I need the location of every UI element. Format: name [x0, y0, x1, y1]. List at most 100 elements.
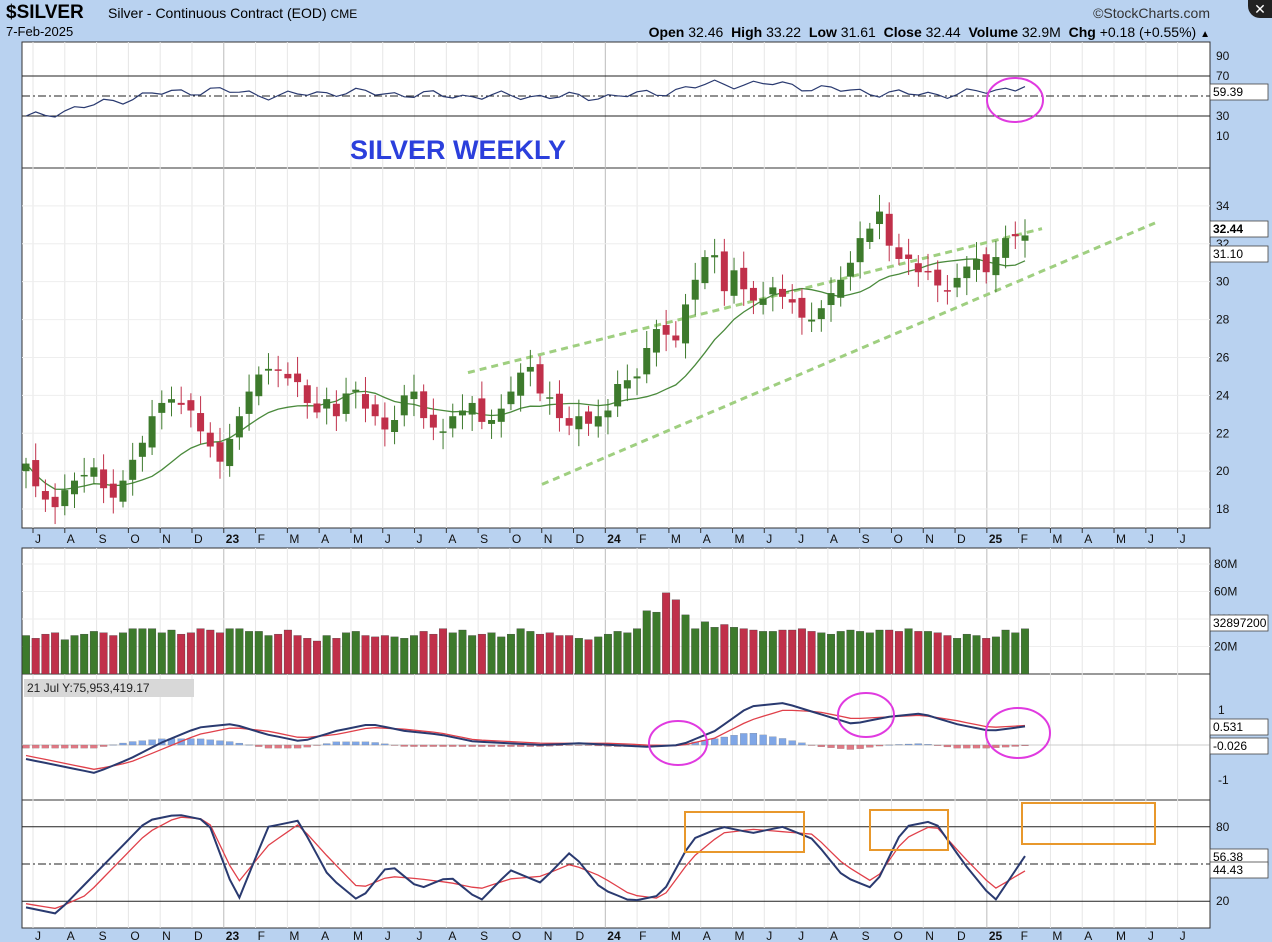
stoch-highlight-box [1021, 802, 1156, 845]
candle-body [497, 408, 505, 422]
x-tick-label: A [448, 532, 456, 546]
macd-histogram-bar [235, 742, 243, 746]
candle-body [672, 335, 680, 341]
price-tick-label: 22 [1216, 426, 1230, 440]
x-tick-label: 24 [607, 532, 621, 546]
exchange-text: CME [330, 7, 358, 21]
volume-bar [313, 640, 321, 675]
x-tick-label: F [639, 929, 646, 942]
x-tick-label: M [671, 532, 681, 546]
volume-bar [41, 633, 50, 675]
candle-body [197, 413, 205, 432]
x-tick-label: S [480, 929, 488, 942]
volume-bar [613, 631, 622, 675]
price-tick-label: 28 [1216, 313, 1230, 327]
x-tick-label: A [830, 929, 838, 942]
macd-histogram-bar [905, 743, 913, 746]
volume-bar [487, 632, 496, 675]
volume-bar [206, 629, 215, 675]
open-label: Open [648, 24, 685, 40]
ohlc-readout: Open 32.46 High 33.22 Low 31.61 Close 32… [649, 24, 1210, 40]
macd-histogram-bar [507, 744, 515, 747]
macd-histogram-bar [1021, 744, 1029, 746]
macd-histogram-bar [837, 744, 845, 749]
x-tick-label: N [544, 929, 553, 942]
candle-body [594, 416, 602, 427]
macd-histogram-bar [778, 738, 787, 746]
volume-bar [603, 633, 612, 675]
volume-bar [991, 636, 1000, 675]
macd-histogram-bar [439, 744, 447, 747]
rsi-value-tag-box [1209, 83, 1269, 101]
x-tick-label: J [798, 929, 804, 942]
stoch-k-tag: 56.38 [1213, 850, 1243, 864]
candle-body [992, 257, 1000, 276]
volume-bar [390, 636, 399, 675]
macd-histogram-bar [332, 741, 340, 746]
volume-bar [371, 636, 380, 675]
candle-body [420, 391, 428, 419]
x-tick-label: J [1148, 532, 1154, 546]
chg-label: Chg [1068, 24, 1096, 40]
candle-body [740, 267, 748, 290]
macd-line [25, 702, 1026, 774]
volume-bar [128, 628, 137, 675]
macd-histogram-bar [119, 742, 127, 746]
macd-histogram-bar [478, 744, 486, 747]
macd-histogram-bar [992, 744, 1000, 748]
macd-histogram-bar [99, 744, 108, 747]
x-tick-label: N [162, 532, 171, 546]
volume-bar [1021, 628, 1029, 675]
macd-histogram-bar [972, 744, 981, 749]
channel-upper [467, 227, 1043, 375]
x-tick-label: S [480, 532, 488, 546]
price-tick-label: 26 [1216, 350, 1230, 364]
candle-body [963, 266, 971, 279]
volume-bar [836, 631, 845, 675]
macd-histogram-bar [226, 741, 234, 746]
macd-highlight-circle [985, 707, 1051, 759]
volume-bar [89, 631, 98, 675]
x-tick-label: 25 [989, 929, 1003, 942]
macd-histogram-bar [274, 744, 282, 749]
x-tick-label: A [830, 532, 838, 546]
volume-tick-label: 80M [1214, 557, 1237, 571]
candle-body [604, 410, 612, 418]
macd-histogram-bar [740, 733, 748, 746]
volume-bar [943, 635, 952, 675]
y-axes: 907050301034323028262422201880M60M40M20M… [1209, 49, 1269, 908]
x-tick-label: A [1084, 532, 1092, 546]
macd-histogram-bar [565, 744, 573, 746]
candle-body [158, 402, 166, 413]
candle-body [313, 403, 321, 413]
x-tick-label: J [798, 532, 804, 546]
chart-description: Silver - Continuous Contract (EOD) CME [108, 5, 357, 21]
macd-histogram-bar [216, 740, 224, 746]
price-tick-label: 20 [1216, 464, 1230, 478]
x-tick-label: F [1021, 929, 1028, 942]
x-tick-label: J [417, 929, 423, 942]
x-tick-label: O [512, 532, 521, 546]
volume-bar [51, 632, 60, 675]
volume-bar [1011, 632, 1020, 675]
candle-body [439, 431, 447, 433]
collapse-icon[interactable]: ▲ [1200, 29, 1210, 40]
volume-bar [148, 628, 157, 675]
candle-body [361, 394, 369, 409]
candle-body [332, 403, 340, 417]
candle-body [342, 393, 350, 414]
volume-bar [216, 632, 224, 675]
macd-histogram-bar [1011, 744, 1019, 747]
macd-histogram-bar [749, 733, 758, 746]
x-tick-label: F [258, 929, 265, 942]
candle-body [284, 373, 292, 379]
candle-body [517, 372, 525, 396]
close-icon[interactable]: ✕ [1248, 0, 1272, 18]
volume-bar [759, 631, 768, 675]
candle-body [643, 348, 651, 375]
stoch-layer [22, 802, 1210, 915]
candle-body [876, 211, 884, 225]
x-tick-label: M [289, 929, 299, 942]
candle-body [488, 420, 496, 424]
volume-bar [536, 633, 544, 675]
